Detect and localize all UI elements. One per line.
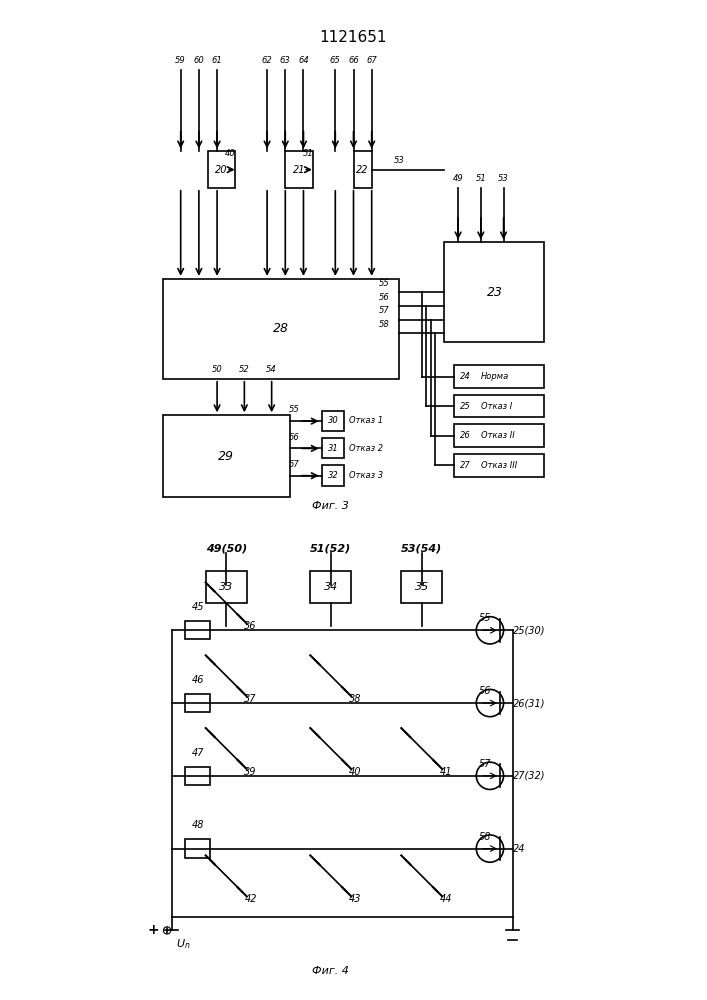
Text: 64: 64	[298, 56, 309, 65]
Text: 35: 35	[414, 582, 429, 592]
Text: 63: 63	[280, 56, 291, 65]
Text: Отказ II: Отказ II	[481, 431, 515, 440]
Text: 23: 23	[486, 286, 503, 299]
Text: 53: 53	[394, 156, 404, 165]
FancyBboxPatch shape	[322, 438, 344, 458]
Text: 32: 32	[327, 471, 339, 480]
Text: 65: 65	[330, 56, 341, 65]
Text: 48: 48	[192, 820, 204, 830]
Text: 24: 24	[460, 372, 471, 381]
Text: +: +	[148, 923, 159, 937]
Text: 21: 21	[293, 165, 305, 175]
Text: 56: 56	[289, 433, 300, 442]
Text: 25(30): 25(30)	[513, 625, 545, 635]
Text: Отказ 3: Отказ 3	[349, 471, 383, 480]
Text: Отказ I: Отказ I	[481, 402, 512, 411]
Text: 47: 47	[192, 748, 204, 758]
Text: 60: 60	[194, 56, 204, 65]
Text: 22: 22	[356, 165, 369, 175]
FancyBboxPatch shape	[185, 839, 210, 858]
Text: Отказ III: Отказ III	[481, 461, 517, 470]
Text: 66: 66	[348, 56, 359, 65]
Text: 54: 54	[267, 365, 277, 374]
Text: 56: 56	[479, 686, 491, 696]
FancyBboxPatch shape	[185, 767, 210, 785]
Text: 41: 41	[440, 767, 452, 777]
FancyBboxPatch shape	[454, 365, 544, 388]
Text: 43: 43	[349, 894, 361, 904]
FancyBboxPatch shape	[206, 571, 247, 603]
Text: 36: 36	[245, 621, 257, 631]
Text: 50: 50	[211, 365, 223, 374]
Text: 55: 55	[289, 405, 300, 414]
Text: 29: 29	[218, 450, 234, 463]
Text: 51: 51	[475, 174, 486, 183]
Text: Фиг. 3: Фиг. 3	[312, 501, 349, 511]
Text: 58: 58	[379, 320, 390, 329]
Text: 25: 25	[460, 402, 471, 411]
Text: 52: 52	[239, 365, 250, 374]
FancyBboxPatch shape	[163, 279, 399, 379]
FancyBboxPatch shape	[402, 571, 442, 603]
FancyBboxPatch shape	[322, 465, 344, 486]
FancyBboxPatch shape	[454, 395, 544, 417]
Text: 46: 46	[192, 675, 204, 685]
Text: 30: 30	[327, 416, 339, 425]
Text: 1121651: 1121651	[320, 30, 387, 45]
Text: 59: 59	[175, 56, 186, 65]
Text: 58: 58	[479, 832, 491, 842]
Text: 40: 40	[349, 767, 361, 777]
Text: 31: 31	[327, 444, 339, 453]
Text: 51(52): 51(52)	[310, 544, 351, 554]
Text: 57: 57	[289, 460, 300, 469]
Text: 27(32): 27(32)	[513, 771, 545, 781]
FancyBboxPatch shape	[454, 454, 544, 477]
Text: Отказ 2: Отказ 2	[349, 444, 383, 453]
FancyBboxPatch shape	[185, 694, 210, 712]
Text: Фиг. 4: Фиг. 4	[312, 966, 349, 976]
FancyBboxPatch shape	[185, 621, 210, 639]
Text: 20: 20	[216, 165, 228, 175]
FancyBboxPatch shape	[322, 411, 344, 431]
Text: 53(54): 53(54)	[401, 544, 443, 554]
Text: Норма: Норма	[481, 372, 509, 381]
Text: Отказ 1: Отказ 1	[349, 416, 383, 425]
Text: 38: 38	[349, 694, 361, 704]
FancyBboxPatch shape	[354, 151, 372, 188]
FancyBboxPatch shape	[163, 415, 290, 497]
Text: 57: 57	[379, 306, 390, 315]
Text: 67: 67	[366, 56, 377, 65]
Text: 28: 28	[273, 322, 288, 335]
FancyBboxPatch shape	[208, 151, 235, 188]
Text: 26: 26	[460, 431, 471, 440]
Text: 45: 45	[192, 602, 204, 612]
Text: 49: 49	[452, 174, 464, 183]
Text: 34: 34	[324, 582, 338, 592]
FancyBboxPatch shape	[454, 424, 544, 447]
Text: 26(31): 26(31)	[513, 698, 545, 708]
FancyBboxPatch shape	[286, 151, 312, 188]
Text: 56: 56	[379, 293, 390, 302]
Text: 40: 40	[226, 149, 236, 158]
Text: 57: 57	[479, 759, 491, 769]
Text: 24: 24	[513, 844, 525, 854]
Text: 44: 44	[440, 894, 452, 904]
FancyBboxPatch shape	[445, 242, 544, 342]
Text: 55: 55	[479, 613, 491, 623]
Text: 61: 61	[211, 56, 223, 65]
Text: 42: 42	[245, 894, 257, 904]
Text: 33: 33	[219, 582, 233, 592]
Text: 51: 51	[303, 149, 313, 158]
Text: 39: 39	[245, 767, 257, 777]
FancyBboxPatch shape	[310, 571, 351, 603]
Text: 62: 62	[262, 56, 272, 65]
Text: 37: 37	[245, 694, 257, 704]
Text: 49(50): 49(50)	[206, 544, 247, 554]
Text: $U_n$: $U_n$	[176, 937, 191, 951]
Text: 27: 27	[460, 461, 471, 470]
Text: 55: 55	[379, 279, 390, 288]
Text: 53: 53	[498, 174, 509, 183]
